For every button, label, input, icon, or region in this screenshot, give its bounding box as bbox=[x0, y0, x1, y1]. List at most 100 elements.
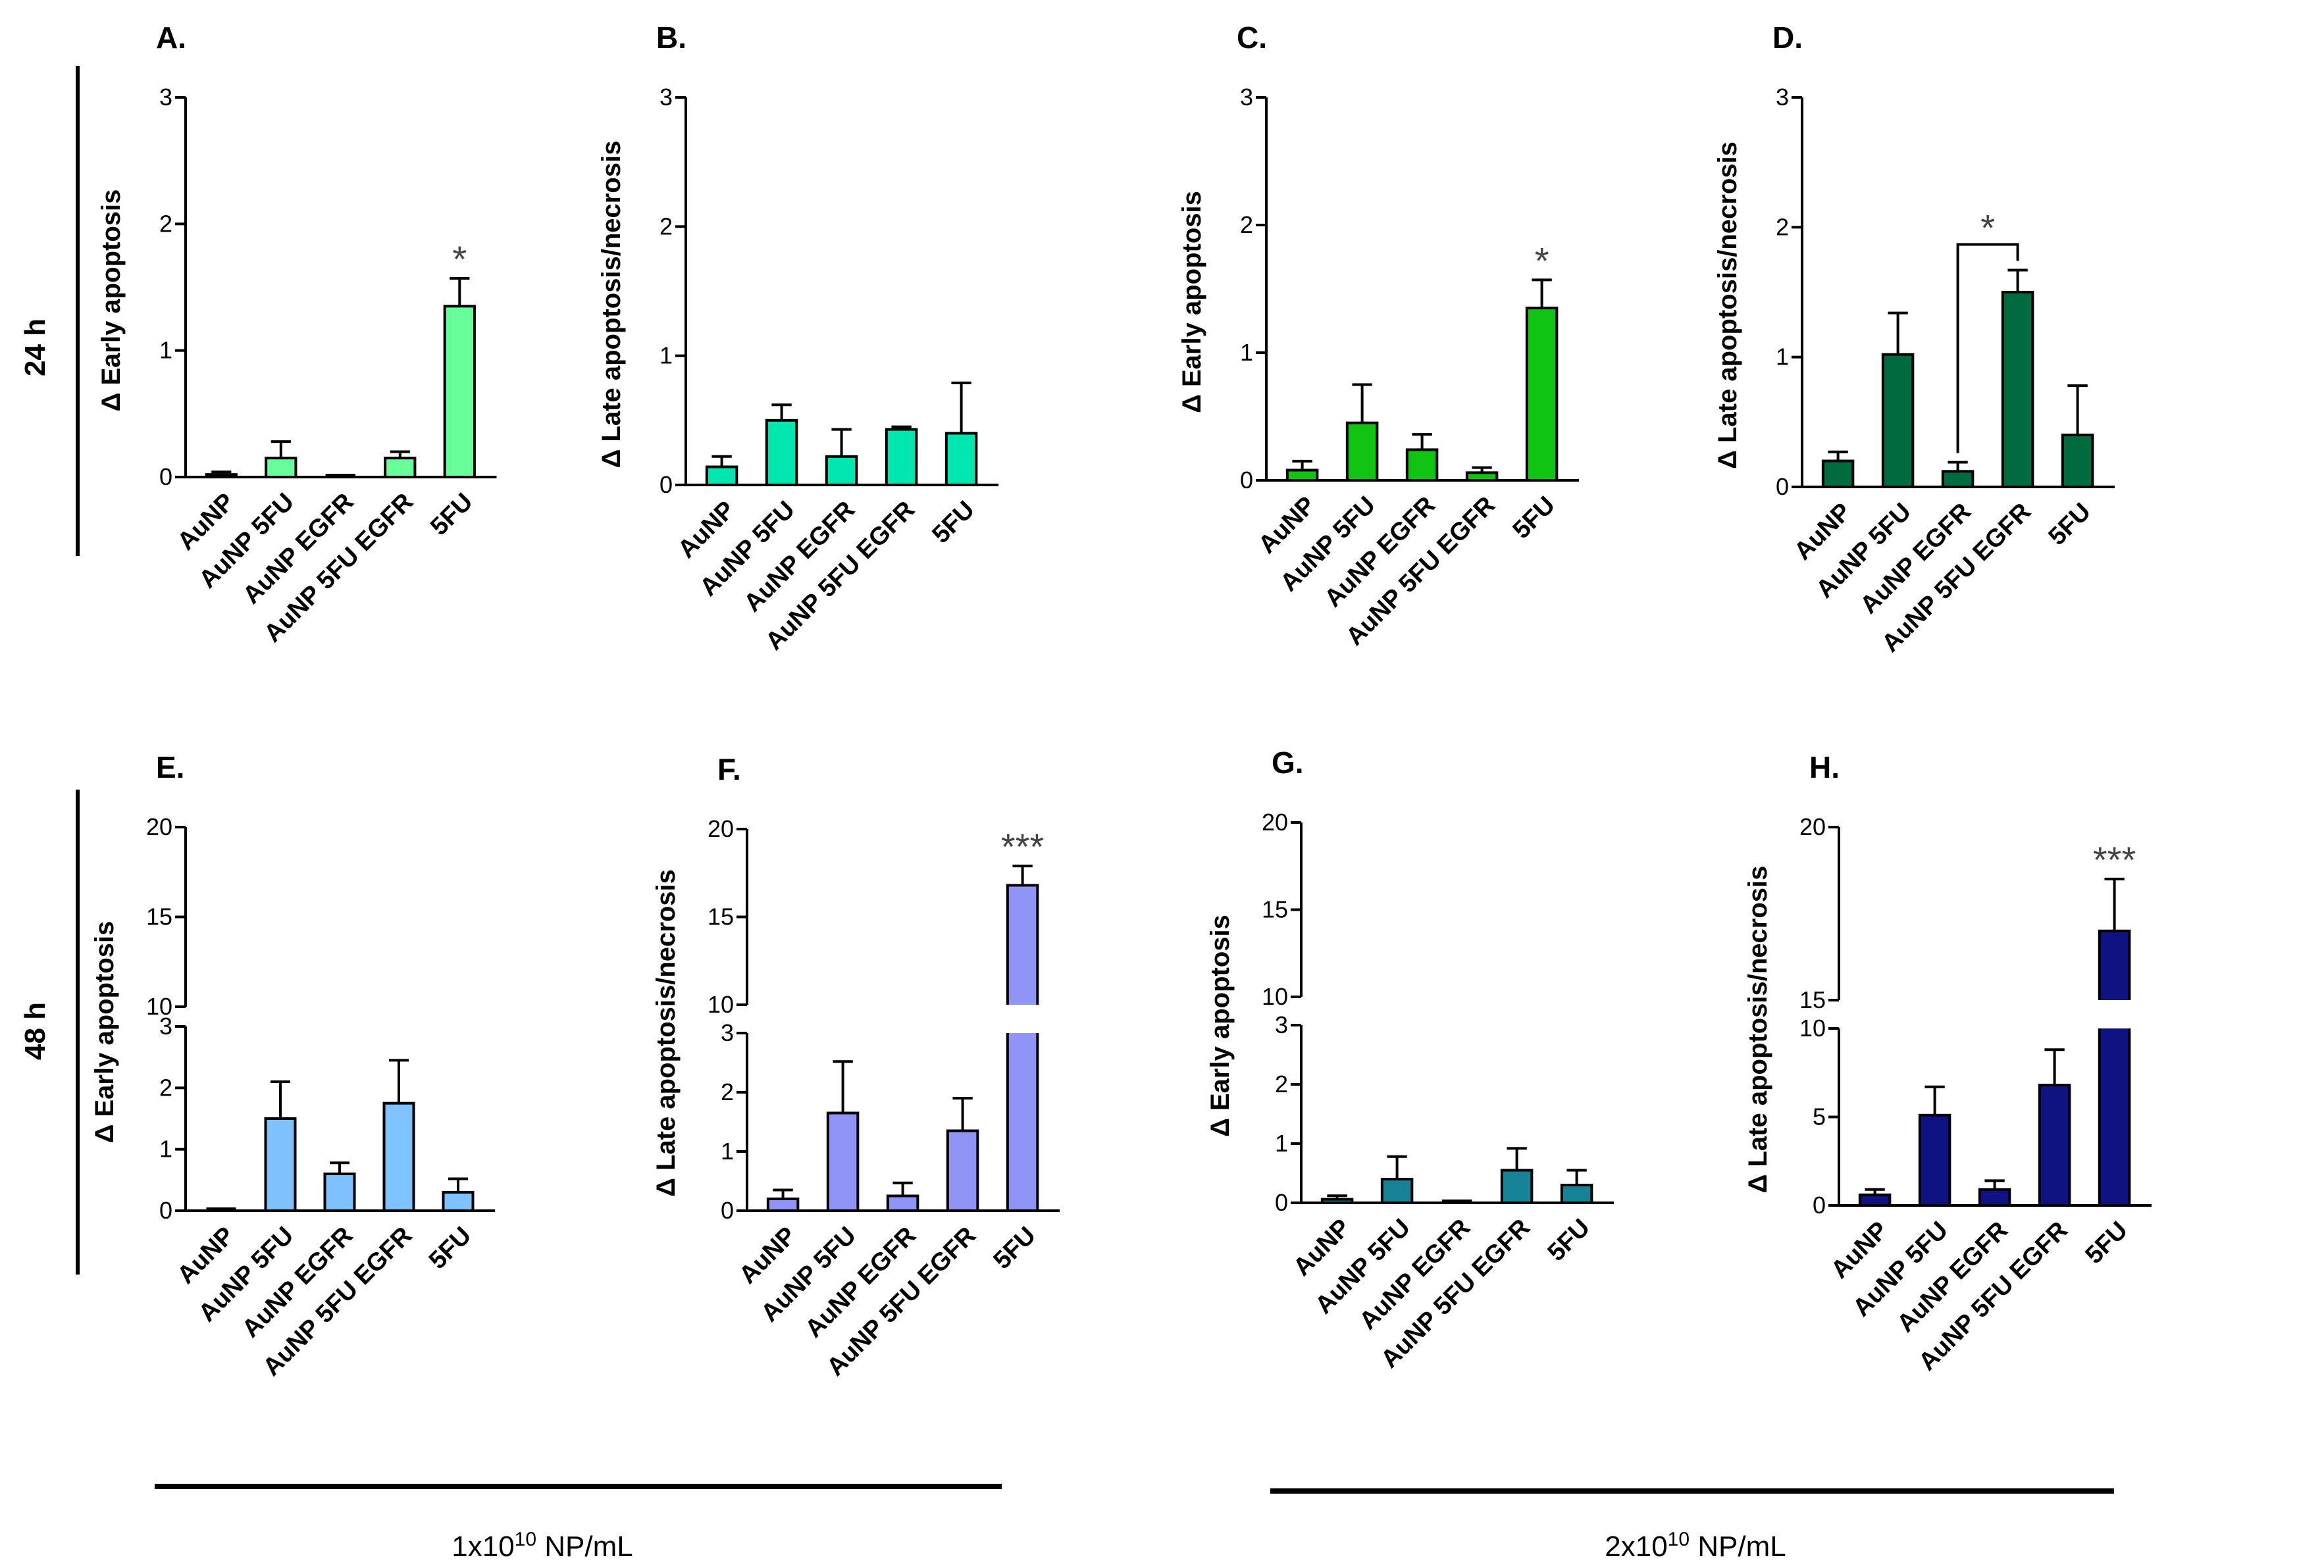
y-tick-label: 1 bbox=[159, 337, 172, 364]
category-label: 5FU bbox=[424, 1222, 477, 1275]
bar bbox=[885, 428, 918, 486]
bar bbox=[323, 1173, 356, 1212]
bar bbox=[765, 418, 798, 486]
bar bbox=[384, 457, 417, 479]
y-tick-label: 2 bbox=[159, 210, 172, 237]
y-tick-label: 3 bbox=[159, 84, 172, 111]
panel-letter: C. bbox=[1237, 20, 1267, 55]
y-tick-label: 20 bbox=[146, 813, 172, 840]
y-tick-label: 0 bbox=[159, 463, 172, 490]
bar bbox=[1380, 1178, 1414, 1204]
concentration-label-1: 1x1010 NP/mL bbox=[452, 1529, 633, 1563]
bar bbox=[1525, 307, 1559, 482]
y-tick-label: 3 bbox=[1275, 1011, 1288, 1038]
y-tick-label: 1 bbox=[1275, 1130, 1288, 1157]
y-tick-label: 0 bbox=[1813, 1192, 1826, 1219]
bar bbox=[1941, 470, 1975, 489]
bar bbox=[1345, 421, 1379, 482]
y-tick-label: 10 bbox=[1799, 1015, 1826, 1042]
y-tick-label: 1 bbox=[159, 1136, 172, 1163]
bar bbox=[382, 1101, 415, 1212]
y-tick-label: 2 bbox=[721, 1078, 734, 1105]
y-tick-label: 2 bbox=[159, 1074, 172, 1101]
panel-letter: A. bbox=[156, 20, 186, 55]
y-axis-label: Δ Early apoptosis bbox=[1177, 191, 1206, 413]
y-axis-label: Δ Early apoptosis bbox=[1206, 915, 1235, 1137]
bar bbox=[2001, 291, 2034, 488]
bar bbox=[1465, 471, 1499, 482]
category-label: 5FU bbox=[927, 496, 979, 549]
category-label: 5FU bbox=[2043, 498, 2096, 551]
y-tick-label: 15 bbox=[146, 903, 172, 930]
significance-bracket bbox=[1956, 243, 2019, 453]
bar bbox=[1006, 884, 1039, 1212]
panel-letter: E. bbox=[156, 750, 184, 784]
bar bbox=[1320, 1198, 1354, 1204]
y-tick-label: 0 bbox=[1776, 473, 1789, 500]
y-axis-label: Δ Late apoptosis/necrosis bbox=[597, 141, 626, 468]
bar bbox=[2061, 434, 2094, 488]
y-tick-label: 1 bbox=[659, 342, 673, 369]
y-tick-label: 5 bbox=[1813, 1103, 1826, 1130]
y-tick-label: 1 bbox=[1776, 343, 1789, 370]
y-tick-label: 0 bbox=[659, 471, 673, 498]
y-tick-label: 1 bbox=[1240, 339, 1253, 366]
bar bbox=[265, 457, 297, 479]
y-tick-label: 15 bbox=[1262, 896, 1288, 923]
bar bbox=[944, 432, 978, 487]
bar bbox=[705, 465, 738, 486]
bar bbox=[264, 1117, 297, 1212]
bar bbox=[1500, 1169, 1534, 1204]
category-label: 5FU bbox=[2080, 1217, 2132, 1269]
y-tick-label: 15 bbox=[708, 903, 734, 930]
y-tick-label: 10 bbox=[1262, 983, 1288, 1010]
category-label: 5FU bbox=[1507, 492, 1560, 544]
bar bbox=[1560, 1184, 1593, 1204]
panel-letter: D. bbox=[1772, 20, 1803, 55]
bar bbox=[1858, 1193, 1892, 1207]
significance-marker: *** bbox=[1001, 826, 1044, 867]
bar-axis-break bbox=[1004, 1005, 1041, 1033]
category-label: 5FU bbox=[988, 1222, 1041, 1275]
significance-marker: *** bbox=[2093, 839, 2136, 880]
bar bbox=[1405, 448, 1439, 482]
bar bbox=[443, 305, 476, 478]
bar bbox=[946, 1129, 979, 1212]
time-label-48h: 48 h bbox=[19, 1002, 51, 1060]
bar bbox=[1918, 1113, 1951, 1207]
concentration-label-2: 2x1010 NP/mL bbox=[1605, 1529, 1786, 1563]
bar bbox=[2098, 929, 2131, 1207]
y-tick-label: 0 bbox=[721, 1197, 734, 1224]
y-tick-label: 15 bbox=[1799, 986, 1826, 1013]
y-axis-label: Δ Late apoptosis/necrosis bbox=[1713, 141, 1742, 469]
bar bbox=[1978, 1188, 2011, 1207]
bar-axis-break bbox=[2096, 1000, 2132, 1028]
bar bbox=[1881, 353, 1915, 488]
y-tick-label: 0 bbox=[1240, 467, 1253, 493]
y-tick-label: 2 bbox=[1240, 211, 1253, 238]
bar bbox=[1821, 459, 1855, 488]
y-tick-label: 2 bbox=[1275, 1071, 1288, 1098]
panel-letter: H. bbox=[1809, 750, 1840, 784]
y-axis-label: Δ Early apoptosis bbox=[97, 190, 126, 412]
y-tick-label: 20 bbox=[1799, 813, 1826, 840]
y-tick-label: 3 bbox=[659, 84, 673, 111]
category-label: 5FU bbox=[425, 488, 478, 541]
y-axis-label: Δ Late apoptosis/necrosis bbox=[1743, 866, 1772, 1194]
y-tick-label: 0 bbox=[159, 1197, 172, 1224]
panel-letter: G. bbox=[1272, 746, 1304, 780]
y-tick-label: 2 bbox=[659, 213, 673, 240]
bar bbox=[205, 473, 238, 478]
bar bbox=[886, 1194, 919, 1212]
y-axis-label: Δ Early apoptosis bbox=[90, 921, 119, 1144]
panel-letter: B. bbox=[656, 20, 686, 55]
bar bbox=[442, 1191, 475, 1212]
y-tick-label: 0 bbox=[1275, 1189, 1288, 1216]
